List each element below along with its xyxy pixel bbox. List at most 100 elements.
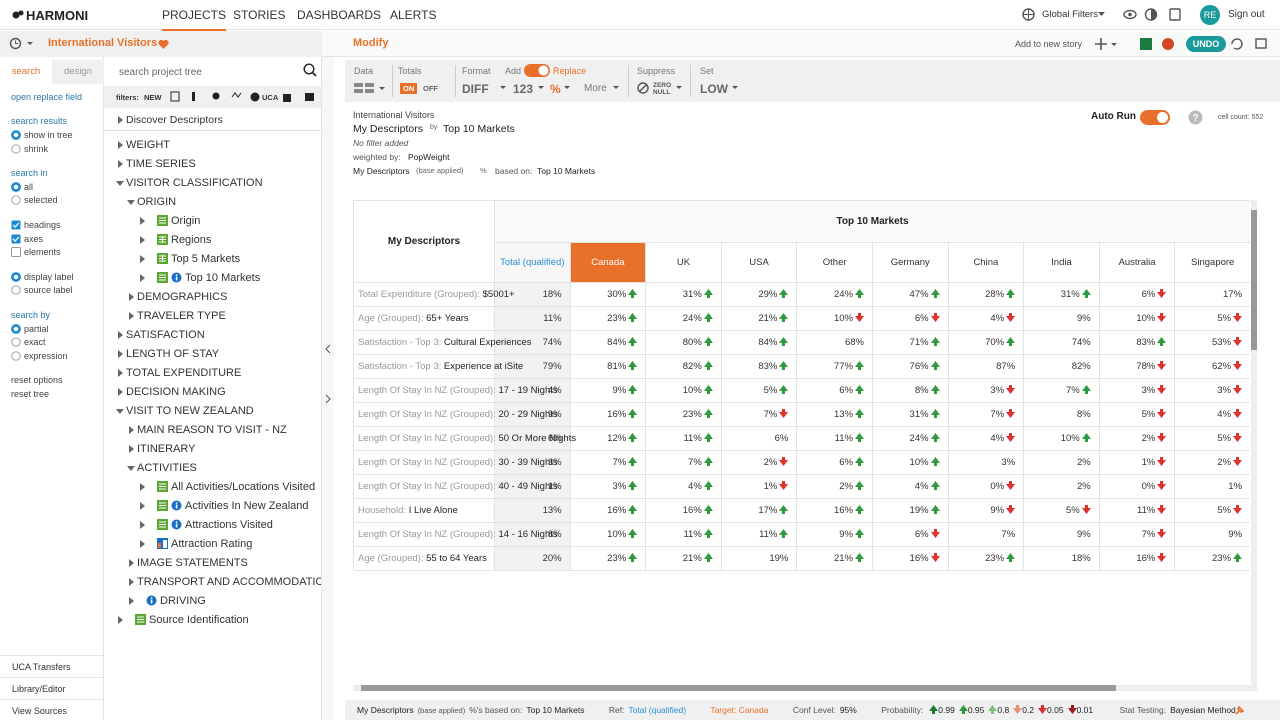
- totals-off[interactable]: OFF: [423, 84, 438, 93]
- option[interactable]: shrink: [11, 142, 101, 156]
- option[interactable]: source label: [11, 284, 101, 298]
- tree-search[interactable]: search project tree: [119, 67, 202, 78]
- zero-label[interactable]: ZERO: [653, 82, 672, 89]
- cell[interactable]: 5%: [1098, 402, 1176, 427]
- avatar[interactable]: RE: [1200, 5, 1220, 25]
- option[interactable]: headings: [11, 218, 101, 232]
- cell[interactable]: 2%: [1023, 450, 1100, 475]
- favorite-icon[interactable]: [158, 39, 169, 49]
- cell[interactable]: 68%: [796, 330, 873, 355]
- column-header[interactable]: India: [1023, 242, 1100, 283]
- sidebar-tab[interactable]: design: [64, 66, 92, 77]
- column-header[interactable]: Germany: [871, 242, 949, 283]
- history-icon[interactable]: [9, 37, 35, 50]
- splitter-arrows[interactable]: [324, 344, 332, 404]
- cell[interactable]: 77%: [796, 354, 873, 379]
- cell[interactable]: 24%: [796, 282, 873, 307]
- cell[interactable]: 17%: [1174, 282, 1250, 307]
- suppress-icon[interactable]: [637, 82, 651, 96]
- cell[interactable]: 23%: [645, 402, 722, 427]
- cell[interactable]: 10%: [645, 378, 722, 403]
- tree-node[interactable]: ORIGIN: [104, 192, 321, 211]
- h-scrollbar[interactable]: [353, 685, 1257, 691]
- cell[interactable]: 24%: [645, 306, 722, 331]
- cell[interactable]: 2%: [796, 474, 873, 499]
- tree-node[interactable]: Top 5 Markets: [104, 249, 321, 268]
- column-header[interactable]: UK: [645, 242, 722, 283]
- column-header[interactable]: Australia: [1098, 242, 1176, 283]
- cell[interactable]: 16%: [796, 498, 873, 523]
- cell[interactable]: 30%: [569, 282, 647, 307]
- cell[interactable]: 31%: [645, 282, 722, 307]
- cell[interactable]: 17%: [720, 498, 798, 523]
- column-header[interactable]: Other: [796, 242, 873, 283]
- cell[interactable]: 53%: [1174, 330, 1250, 355]
- cell[interactable]: 13%: [494, 498, 571, 523]
- cell[interactable]: 2%: [1174, 450, 1250, 475]
- cell[interactable]: 2%: [720, 450, 798, 475]
- nav-item[interactable]: PROJECTS: [162, 8, 227, 31]
- more-button[interactable]: More: [584, 83, 607, 94]
- option[interactable]: search by: [11, 308, 101, 322]
- tree-node[interactable]: Activities In New Zealand: [104, 496, 321, 515]
- tree-node[interactable]: Attraction Rating: [104, 534, 321, 553]
- cell[interactable]: 9%: [569, 378, 647, 403]
- cell[interactable]: 83%: [720, 354, 798, 379]
- sidebar-tab[interactable]: search: [0, 60, 52, 84]
- option[interactable]: elements: [11, 245, 101, 259]
- add-toggle[interactable]: [524, 64, 550, 77]
- undo-button[interactable]: UNDO: [1186, 36, 1226, 52]
- cell[interactable]: 31%: [871, 402, 949, 427]
- cell[interactable]: 24%: [871, 426, 949, 451]
- tree-node[interactable]: Attractions Visited: [104, 515, 321, 534]
- cell[interactable]: 71%: [871, 330, 949, 355]
- cell[interactable]: 7%: [569, 450, 647, 475]
- story-actions[interactable]: [1094, 37, 1194, 51]
- tree-node[interactable]: ITINERARY: [104, 439, 321, 458]
- cell[interactable]: 7%: [645, 450, 722, 475]
- cell[interactable]: 12%: [569, 426, 647, 451]
- tree-node[interactable]: DRIVING: [104, 591, 321, 610]
- cell[interactable]: 5%: [1174, 306, 1250, 331]
- filter-uca[interactable]: UCA: [262, 93, 279, 102]
- cell[interactable]: 10%: [796, 306, 873, 331]
- tree-node[interactable]: Source Identification: [104, 610, 321, 629]
- cell[interactable]: 70%: [947, 330, 1025, 355]
- tree-node[interactable]: TOTAL EXPENDITURE: [104, 363, 321, 382]
- sign-out[interactable]: Sign out: [1228, 9, 1265, 20]
- cell[interactable]: 9%: [1174, 522, 1250, 547]
- cell[interactable]: 16%: [871, 546, 949, 571]
- option[interactable]: exact: [11, 335, 101, 349]
- cell[interactable]: 31%: [1023, 282, 1100, 307]
- cell[interactable]: 21%: [645, 546, 722, 571]
- cell[interactable]: 6%: [796, 450, 873, 475]
- help-icon[interactable]: ?: [1188, 110, 1203, 125]
- tree-node[interactable]: TIME SERIES: [104, 154, 321, 173]
- tree-node[interactable]: DEMOGRAPHICS: [104, 287, 321, 306]
- cell[interactable]: 21%: [720, 306, 798, 331]
- cell[interactable]: 2%: [1098, 426, 1176, 451]
- option[interactable]: axes: [11, 232, 101, 246]
- option[interactable]: all: [11, 180, 101, 194]
- cell[interactable]: 1%: [1098, 450, 1176, 475]
- cell[interactable]: 4%: [947, 426, 1025, 451]
- cell[interactable]: 19%: [871, 498, 949, 523]
- cell[interactable]: 7%: [1023, 378, 1100, 403]
- tree-node[interactable]: Top 10 Markets: [104, 268, 321, 287]
- cell[interactable]: 7%: [947, 402, 1025, 427]
- pin-icon[interactable]: [1233, 703, 1247, 717]
- cell[interactable]: 8%: [494, 522, 571, 547]
- option[interactable]: expression: [11, 349, 101, 363]
- null-label[interactable]: NULL: [653, 89, 671, 96]
- cell[interactable]: 3%: [1098, 378, 1176, 403]
- cell[interactable]: 7%: [720, 402, 798, 427]
- percent-format[interactable]: %: [550, 82, 561, 96]
- tree-node[interactable]: WEIGHT: [104, 135, 321, 154]
- column-header[interactable]: Total (qualified): [494, 242, 571, 283]
- cell[interactable]: 9%: [1023, 522, 1100, 547]
- column-header[interactable]: China: [947, 242, 1025, 283]
- nav-item[interactable]: ALERTS: [390, 8, 437, 22]
- cell[interactable]: 79%: [494, 354, 571, 379]
- cell[interactable]: 29%: [720, 282, 798, 307]
- cell[interactable]: 16%: [569, 402, 647, 427]
